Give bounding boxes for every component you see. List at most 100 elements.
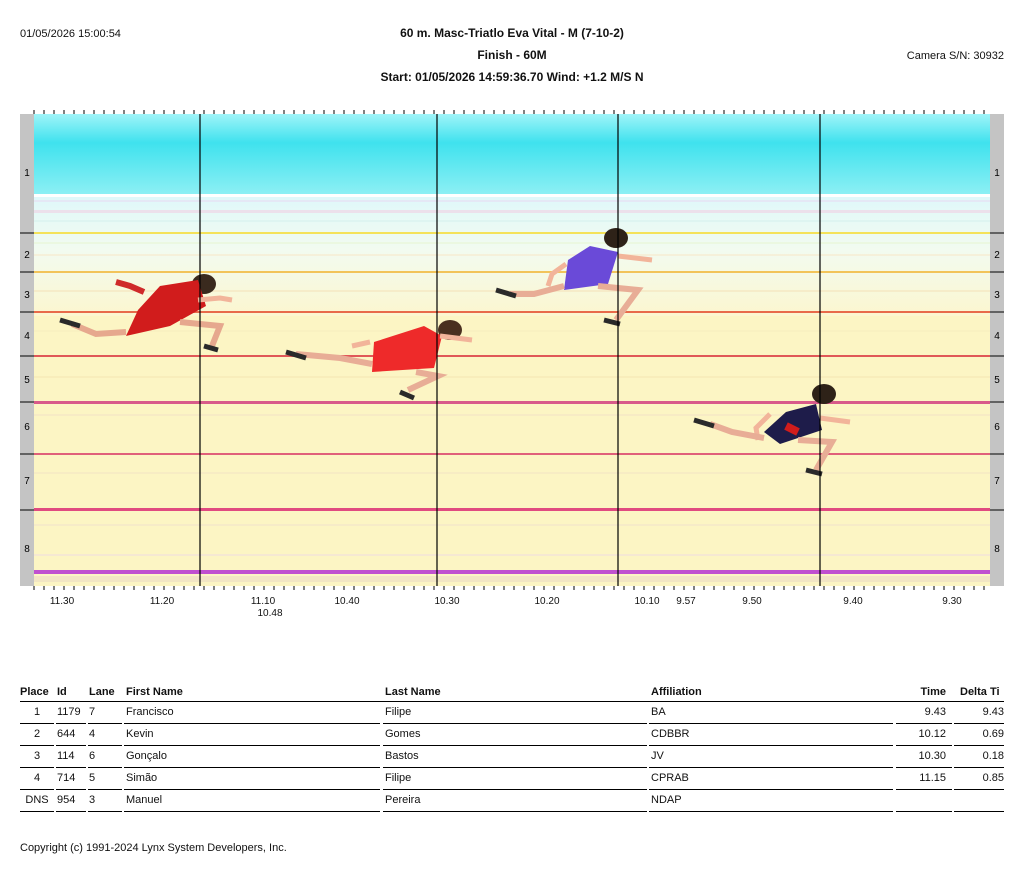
cell-id: 644: [57, 728, 76, 740]
lane-label-left: 6: [24, 422, 30, 433]
cell-affiliation: BA: [651, 706, 666, 718]
cell-id: 1179: [57, 706, 81, 718]
cell-lane: 6: [89, 750, 96, 762]
cell-place: 2: [33, 728, 41, 740]
lane-label-left: 7: [24, 476, 30, 487]
header-last-name: Last Name: [385, 686, 441, 698]
lane-label-left: 1: [24, 168, 30, 179]
cell-affiliation: NDAP: [651, 794, 682, 806]
right-margin: [990, 114, 1004, 586]
runner-lane-4: [59, 274, 233, 353]
cell-time: 10.30: [918, 750, 946, 762]
cell-first-name: Simão: [126, 772, 158, 784]
tick-label: 9.57: [676, 596, 696, 607]
cell-first-name: Kevin: [126, 728, 154, 740]
lane-1-background: [34, 114, 990, 196]
cell-last-name: Bastos: [385, 750, 419, 762]
runner-lane-7: [693, 384, 851, 477]
tick-label: 11.20: [149, 596, 175, 607]
photo-finish-image[interactable]: 1 1 2 2 3 3 4 4 5 5 6 6 7 7 8 8: [20, 114, 1004, 586]
cell-first-name: Manuel: [126, 794, 163, 806]
header-affiliation: Affiliation: [651, 686, 702, 698]
lane-label-left: 8: [24, 544, 30, 555]
tick-label: 10.30: [434, 596, 460, 607]
tick-label: 9.30: [942, 596, 962, 607]
cell-place: 4: [33, 772, 41, 784]
lane-label-left: 5: [24, 375, 30, 386]
copyright: Copyright (c) 1991-2024 Lynx System Deve…: [20, 842, 287, 854]
left-margin: [20, 114, 34, 586]
lane-label-right: 7: [994, 476, 1000, 487]
cell-delta: 9.43: [982, 706, 1004, 718]
lane-label-right: 8: [994, 544, 1000, 555]
tick-label: 10.40: [334, 596, 360, 607]
cell-lane: 4: [89, 728, 96, 740]
cell-id: 714: [57, 772, 76, 784]
header-first-name: First Name: [126, 686, 183, 698]
lower-lanes-background: [34, 316, 990, 586]
cell-affiliation: CDBBR: [651, 728, 690, 740]
lane-label-right: 6: [994, 422, 1000, 433]
lane-side-ticks: [20, 232, 1004, 511]
cell-id: 954: [57, 794, 76, 806]
top-tick-strip: [33, 110, 985, 114]
tick-label: 10.48: [257, 608, 283, 619]
cell-lane: 3: [89, 794, 96, 806]
lane-label-left: 4: [24, 331, 30, 342]
lane-labels: 1 1 2 2 3 3 4 4 5 5 6 6 7 7 8 8: [24, 168, 1000, 555]
lane-label-right: 2: [994, 250, 1000, 261]
lane-lines: [34, 194, 990, 574]
lane-label-right: 4: [994, 331, 1000, 342]
runner-lane-6: [495, 228, 653, 327]
event-title: 60 m. Masc-Triatlo Eva Vital - M (7-10-2…: [400, 26, 624, 40]
cell-last-name: Filipe: [385, 772, 412, 784]
cell-lane: 5: [89, 772, 96, 784]
cell-time: 9.43: [924, 706, 946, 718]
timestamp: 01/05/2026 15:00:54: [20, 28, 121, 40]
results-header-row: Place Id Lane First Name Last Name Affil…: [20, 684, 1004, 702]
tick-label: 11.10: [250, 596, 276, 607]
runner-lane-5: [285, 320, 473, 401]
cell-first-name: Gonçalo: [126, 750, 167, 762]
table-row[interactable]: 4 714 5 Simão Filipe CPRAB 11.15 0.85: [20, 768, 1004, 790]
tick-label: 10.20: [534, 596, 560, 607]
time-axis-ticks: [33, 586, 985, 590]
tick-label: 11.30: [49, 596, 75, 607]
cell-lane: 7: [89, 706, 96, 718]
header-place: Place: [20, 686, 49, 698]
cell-delta: 0.18: [982, 750, 1004, 762]
table-row[interactable]: 3 114 6 Gonçalo Bastos JV 10.30 0.18: [20, 746, 1004, 768]
cell-delta: 0.69: [982, 728, 1004, 740]
lane-label-right: 1: [994, 168, 1000, 179]
cell-delta: 0.85: [982, 772, 1004, 784]
start-wind-info: Start: 01/05/2026 14:59:36.70 Wind: +1.2…: [380, 70, 644, 84]
tick-label: 9.40: [843, 596, 863, 607]
cell-last-name: Pereira: [385, 794, 421, 806]
cell-place: 1: [33, 706, 41, 718]
lane-label-left: 3: [24, 290, 30, 301]
lane-label-right: 3: [994, 290, 1000, 301]
camera-serial: Camera S/N: 30932: [906, 50, 1004, 62]
lane-label-left: 2: [24, 250, 30, 261]
header-lane: Lane: [89, 686, 115, 698]
header-delta: Delta Ti: [960, 686, 1000, 698]
header-time: Time: [920, 686, 946, 698]
cell-affiliation: JV: [651, 750, 664, 762]
table-row[interactable]: 1 1179 7 Francisco Filipe BA 9.43 9.43: [20, 702, 1004, 724]
cell-time: 11.15: [919, 772, 946, 784]
cell-first-name: Francisco: [126, 706, 174, 718]
tick-label: 9.50: [742, 596, 762, 607]
cell-place: DNS: [25, 794, 49, 806]
cell-last-name: Gomes: [385, 728, 421, 740]
lane-label-right: 5: [994, 375, 1000, 386]
background-streaks: [34, 200, 990, 582]
cell-place: 3: [33, 750, 41, 762]
table-row[interactable]: 2 644 4 Kevin Gomes CDBBR 10.12 0.69: [20, 724, 1004, 746]
table-row[interactable]: DNS 954 3 Manuel Pereira NDAP: [20, 790, 1004, 812]
time-cursors[interactable]: [199, 114, 821, 586]
tick-label: 10.10: [634, 596, 660, 607]
header-id: Id: [57, 686, 67, 698]
cell-id: 114: [57, 750, 75, 762]
cell-last-name: Filipe: [385, 706, 412, 718]
cell-time: 10.12: [918, 728, 946, 740]
